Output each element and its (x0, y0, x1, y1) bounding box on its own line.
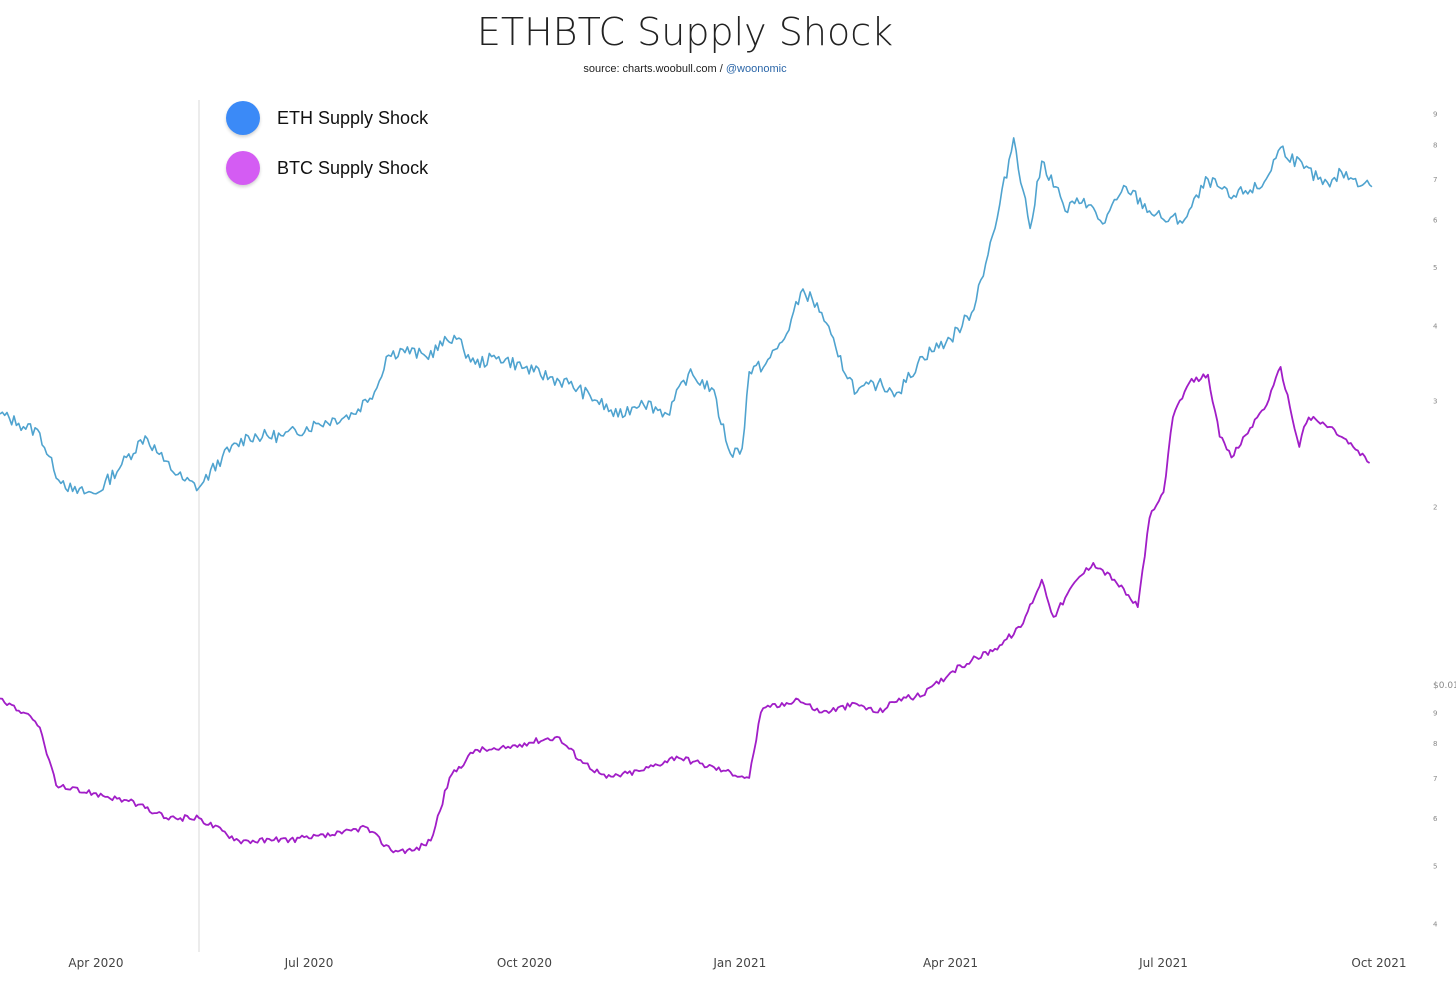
y-tick-label-lower: 6 (1433, 815, 1438, 823)
legend-label-eth: ETH Supply Shock (277, 107, 429, 128)
chart-subtitle: source: charts.woobull.com / @woonomic (0, 63, 1370, 75)
chart-title: ETHBTC Supply Shock (476, 10, 894, 54)
x-tick-label: Oct 2020 (497, 956, 552, 970)
author-handle-link[interactable]: @woonomic (725, 63, 787, 75)
y-tick-label-upper: 6 (1433, 217, 1438, 225)
x-tick-label: Apr 2021 (923, 956, 978, 970)
x-tick-label: Jul 2021 (1138, 956, 1188, 970)
legend-item-btc[interactable]: BTC Supply Shock (226, 150, 428, 186)
source-text: source: charts.woobull.com / (583, 63, 726, 75)
y-tick-label-lower: 8 (1433, 740, 1437, 748)
x-tick-label: Apr 2020 (68, 956, 123, 970)
y-tick-label-lower: $0.01 (1433, 681, 1456, 691)
y-tick-label-upper: 9 (1433, 111, 1437, 119)
y-tick-label-upper: 7 (1433, 176, 1437, 184)
legend-dot-eth (226, 101, 260, 135)
y-tick-label-lower: 4 (1433, 920, 1438, 928)
y-tick-label-lower: 5 (1433, 862, 1437, 870)
x-tick-label: Jan 2021 (712, 956, 766, 970)
legend-label-btc: BTC Supply Shock (277, 157, 429, 178)
btc-supply-shock-line (0, 366, 1371, 855)
y-tick-label-upper: 8 (1433, 141, 1437, 149)
eth-supply-shock-line (0, 137, 1373, 495)
y-axis-ticks: 9 8 7 6 5 4 3 2 $0.01 9 8 7 6 5 4 (1433, 111, 1456, 929)
legend-dot-btc (226, 151, 260, 185)
y-tick-label-lower: 7 (1433, 775, 1437, 783)
x-tick-label: Oct 2021 (1351, 956, 1406, 970)
y-tick-label-upper: 5 (1433, 264, 1437, 272)
y-tick-label-upper: 4 (1433, 322, 1438, 330)
y-tick-label-upper: 2 (1433, 504, 1437, 512)
x-axis-ticks: Apr 2020 Jul 2020 Oct 2020 Jan 2021 Apr 2021… (68, 956, 1406, 970)
series-lines (0, 137, 1373, 855)
legend-item-eth[interactable]: ETH Supply Shock (226, 100, 428, 136)
y-tick-label-lower: 9 (1433, 710, 1437, 718)
y-tick-label-upper: 3 (1433, 398, 1437, 406)
x-tick-label: Jul 2020 (284, 956, 334, 970)
